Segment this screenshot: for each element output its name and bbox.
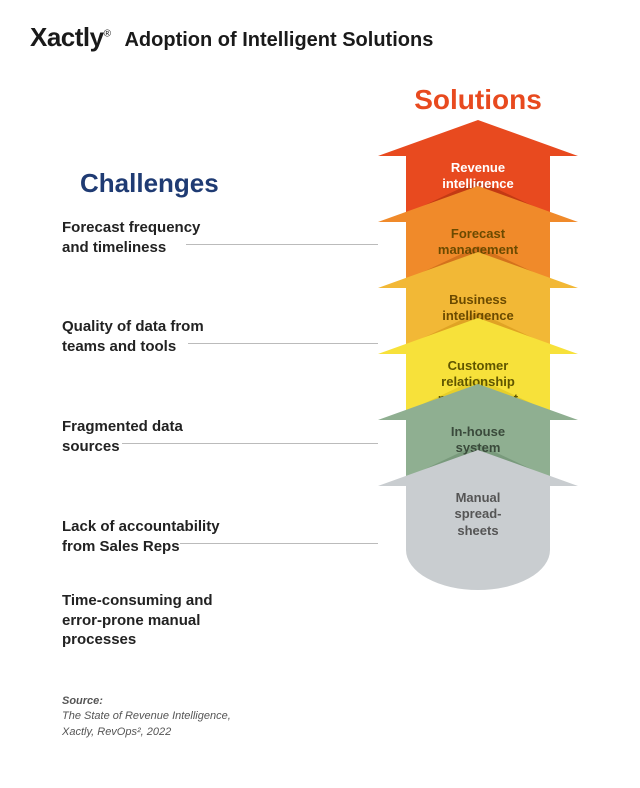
challenge-item: Lack of accountabilityfrom Sales Reps [62,517,347,556]
solution-arrow: Manualspread-sheets [378,450,578,590]
challenge-item: Forecast frequencyand timeliness [62,218,347,257]
leader-line [180,543,378,544]
source-text: The State of Revenue Intelligence,Xactly… [62,709,231,740]
challenges-heading: Challenges [80,168,219,199]
header: Xactly® Adoption of Intelligent Solution… [30,22,433,53]
leader-line [186,244,378,245]
solution-label: Manualspread-sheets [378,490,578,539]
page-title: Adoption of Intelligent Solutions [124,29,433,52]
leader-line [122,443,378,444]
brand-text: Xactly [30,22,104,52]
source-label: Source: [62,695,103,707]
source-citation: Source: The State of Revenue Intelligenc… [62,694,231,740]
leader-line [188,343,378,344]
challenge-item: Time-consuming anderror-prone manualproc… [62,591,347,650]
challenge-item: Fragmented datasources [62,417,347,456]
brand-logo: Xactly® [30,22,110,53]
challenge-item: Quality of data fromteams and tools [62,317,347,356]
solutions-heading: Solutions [388,84,568,116]
solutions-arrow-stack: RevenueintelligencesoftwareForecastmanag… [378,120,578,590]
